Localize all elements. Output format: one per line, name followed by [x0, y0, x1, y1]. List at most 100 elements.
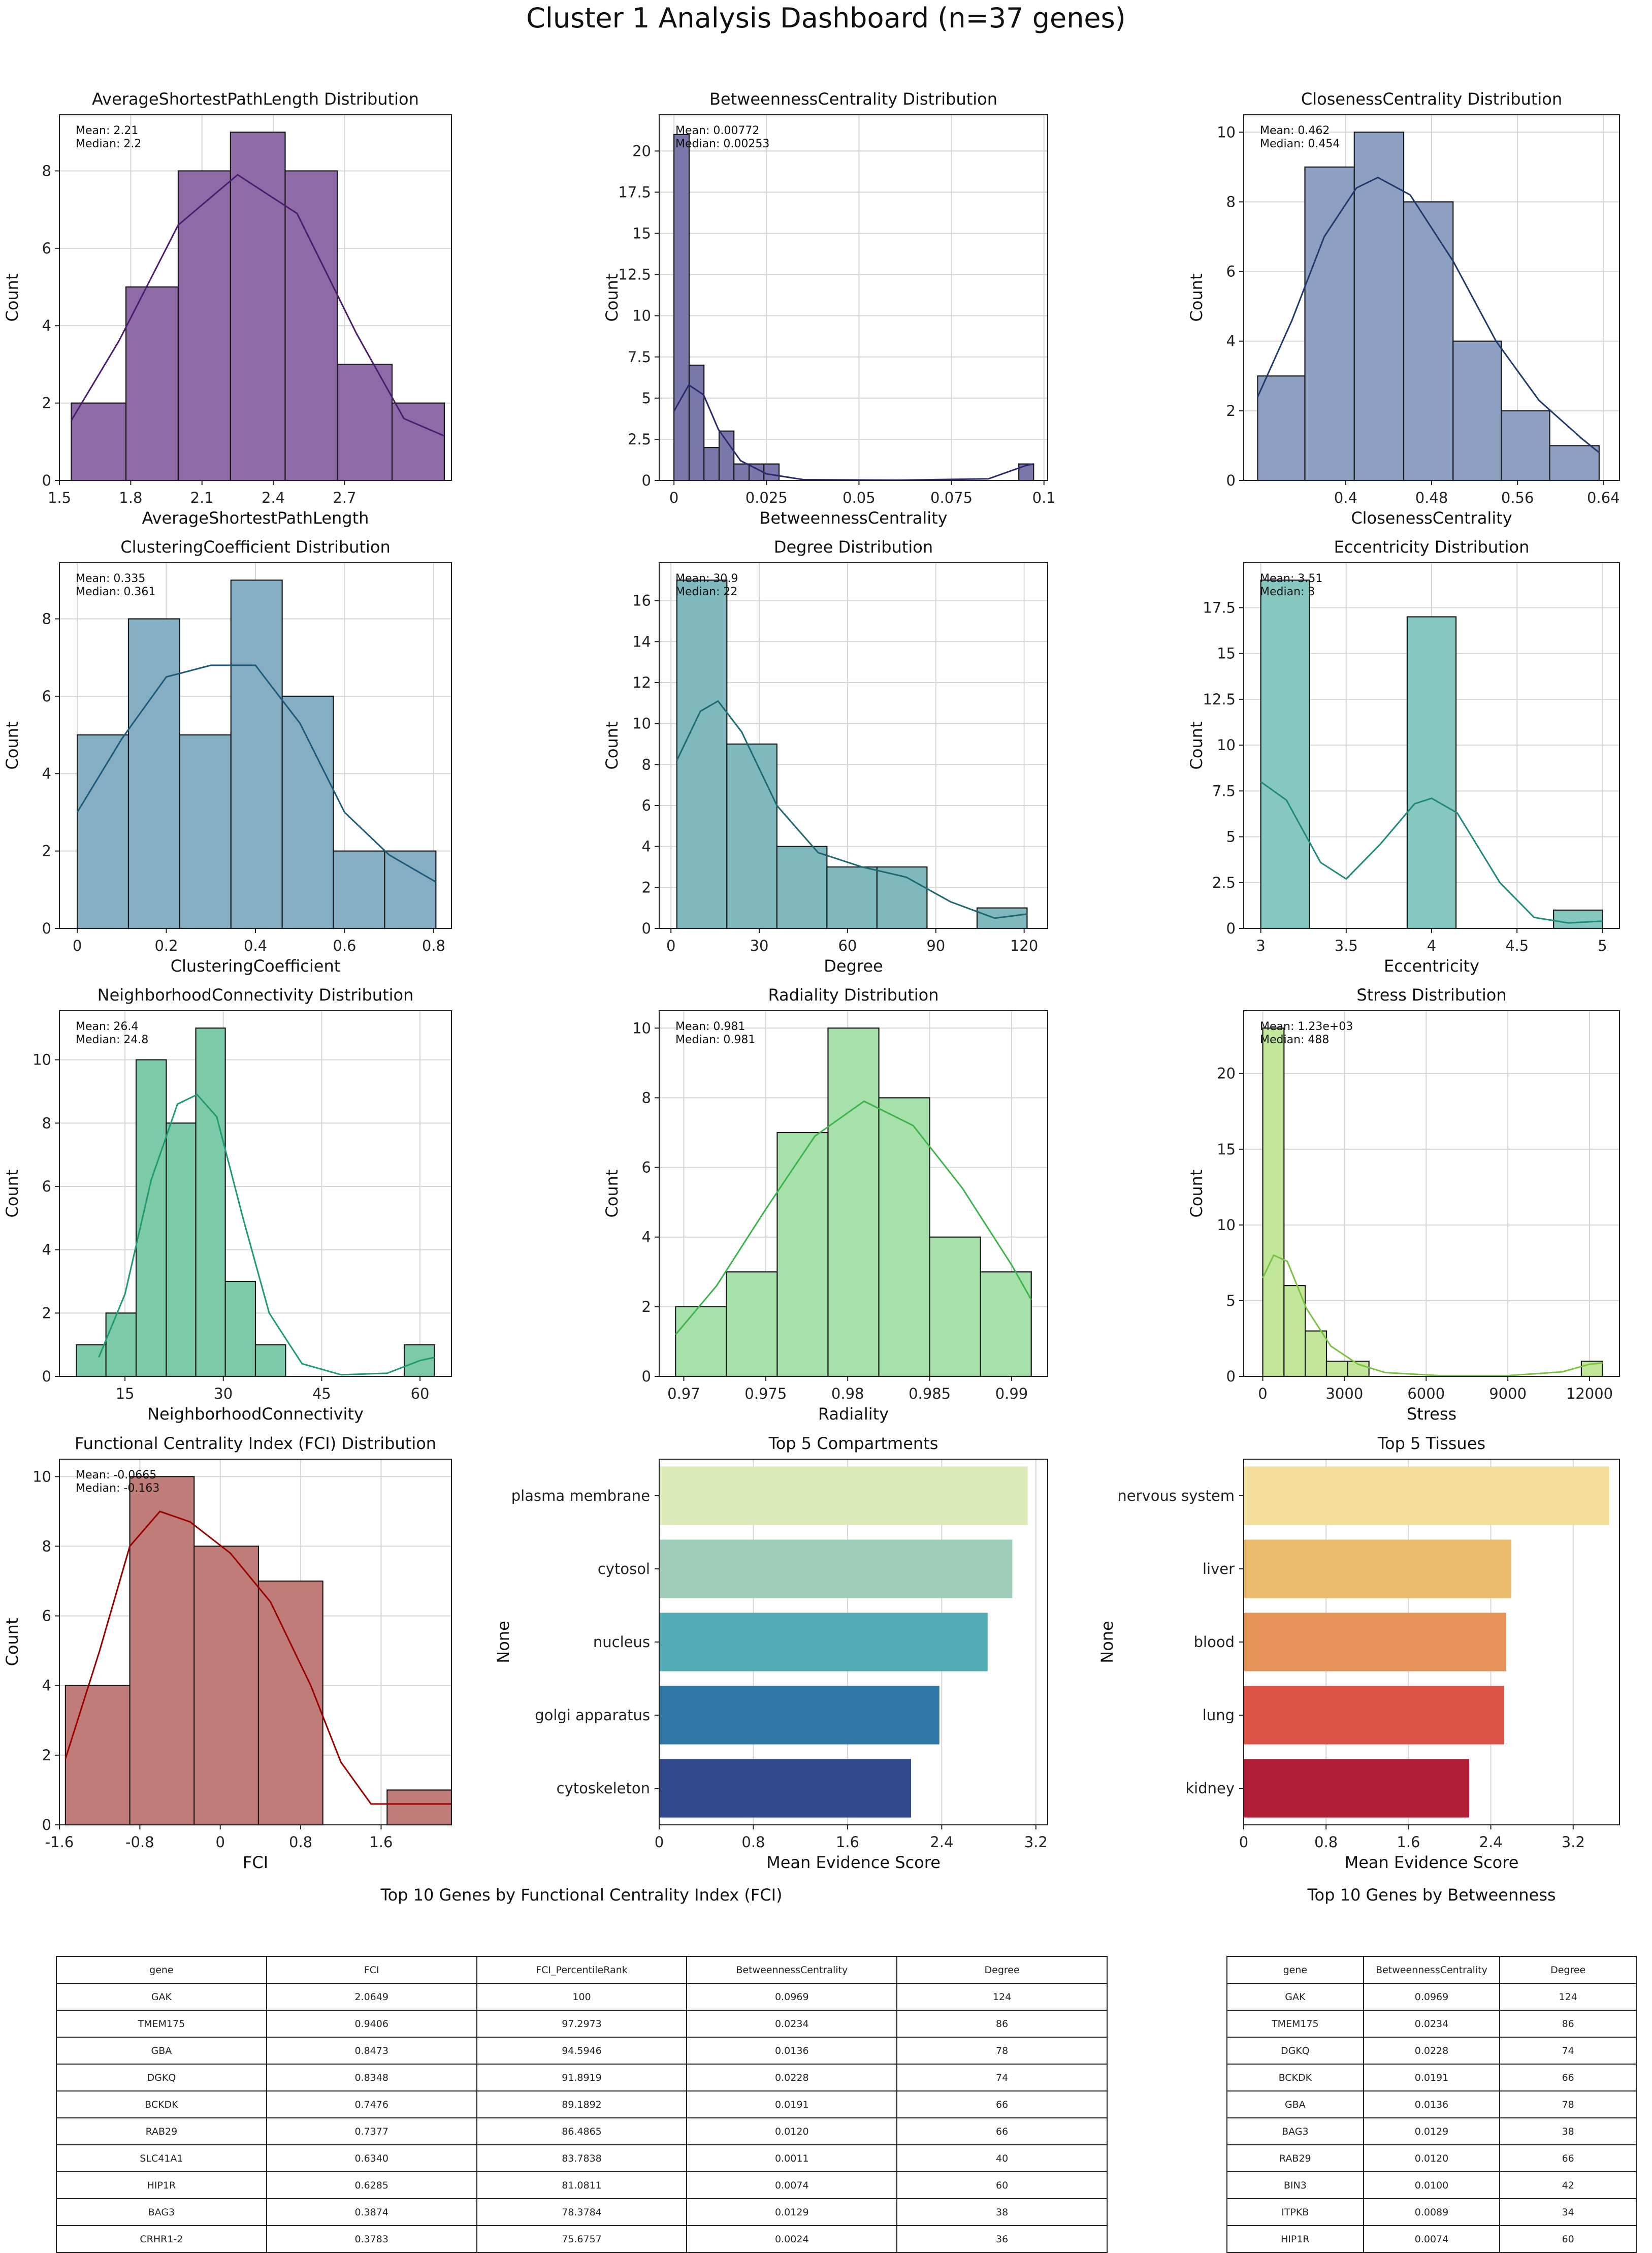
x-tick-label: 0.98	[831, 1385, 864, 1402]
x-tick-label: 0.8	[422, 937, 445, 954]
y-tick-label: 8	[642, 756, 651, 773]
histogram-bar	[195, 1027, 226, 1377]
x-tick-label: 3	[1256, 937, 1265, 954]
category-label: kidney	[1185, 1780, 1235, 1797]
histogram-bar	[676, 580, 728, 929]
histogram-bar	[166, 1122, 197, 1377]
y-axis-label: Count	[1187, 721, 1206, 769]
x-tick-label: 1.5	[48, 489, 71, 506]
histogram-bar	[826, 866, 878, 929]
table-cell: BAG3	[1226, 2117, 1364, 2145]
y-tick-label: 6	[42, 1607, 51, 1625]
chart-title: NeighborhoodConnectivity Distribution	[98, 985, 414, 1005]
table-cell: TMEM175	[1226, 2010, 1364, 2038]
mean-annotation: Mean: 0.00772	[675, 124, 759, 137]
betweenness-table-title: Top 10 Genes by Betweenness	[1307, 1885, 1556, 1905]
x-tick-label: 0.8	[741, 1833, 765, 1851]
y-tick-label: 4	[1226, 333, 1236, 350]
y-tick-label: 0	[1226, 1368, 1236, 1385]
x-tick-label: 3.2	[1024, 1833, 1048, 1851]
bar	[659, 1613, 988, 1671]
y-tick-label: 15	[1217, 1141, 1236, 1158]
x-tick-label: 0	[669, 489, 678, 506]
table-cell: 0.8473	[266, 2037, 477, 2065]
y-tick-label: 17.5	[618, 183, 651, 201]
mean-annotation: Mean: 2.21	[76, 124, 138, 137]
table-cell: 0.0969	[686, 1983, 898, 2011]
table-cell: SLC41A1	[56, 2144, 267, 2172]
x-axis-label: BetweennessCentrality	[759, 508, 947, 528]
table-cell: 34	[1499, 2198, 1637, 2226]
y-tick-label: 17.5	[1203, 599, 1236, 616]
y-tick-label: 5	[1226, 1292, 1236, 1309]
histogram-bar	[284, 170, 338, 481]
histogram-bar	[257, 1580, 323, 1826]
table-cell: 0.0074	[686, 2171, 898, 2199]
table-cell: 86	[1499, 2010, 1637, 2038]
mean-annotation: Mean: 0.981	[675, 1020, 745, 1033]
x-axis-label: Mean Evidence Score	[766, 1853, 941, 1872]
table-cell: 0.7377	[266, 2117, 477, 2145]
histogram-bar	[177, 170, 231, 481]
y-tick-label: 2.5	[628, 431, 651, 448]
table-cell: 0.0234	[1363, 2010, 1501, 2038]
table-cell: BCKDK	[56, 2090, 267, 2118]
category-label: blood	[1194, 1633, 1235, 1651]
table-cell: 2.0649	[266, 1983, 477, 2011]
y-tick-label: 10	[1217, 1216, 1236, 1234]
y-tick-label: 2	[642, 879, 651, 896]
histogram-bar	[980, 1271, 1032, 1377]
y-tick-label: 7.5	[1212, 782, 1236, 799]
x-tick-label: 0.64	[1587, 489, 1620, 506]
x-tick-label: 12000	[1566, 1385, 1613, 1402]
histogram-bar	[1283, 1285, 1306, 1377]
category-label: lung	[1203, 1707, 1235, 1724]
table-cell: 40	[896, 2144, 1108, 2172]
table-cell: GBA	[1226, 2090, 1364, 2118]
x-tick-label: 1.8	[119, 489, 142, 506]
y-axis-label: Count	[602, 721, 622, 769]
table-cell: BAG3	[56, 2198, 267, 2226]
y-tick-label: 10	[632, 1019, 651, 1037]
table-cell: 0.0024	[686, 2225, 898, 2253]
histogram-bar	[1553, 909, 1603, 929]
chart-title: ClosenessCentrality Distribution	[1301, 89, 1562, 109]
y-tick-label: 10	[33, 1468, 51, 1485]
axes-frame	[659, 1010, 1048, 1377]
table-cell: 0.0234	[686, 2010, 898, 2038]
y-tick-label: 0	[42, 1368, 51, 1385]
table-cell: 60	[1499, 2225, 1637, 2253]
y-axis-label: Count	[602, 1169, 622, 1217]
y-tick-label: 10	[1217, 736, 1236, 754]
x-tick-label: 0.1	[1032, 489, 1056, 506]
table-cell: DGKQ	[1226, 2037, 1364, 2065]
x-tick-label: 0.8	[1314, 1833, 1338, 1851]
x-tick-label: 0	[73, 937, 82, 954]
x-axis-label: ClosenessCentrality	[1351, 508, 1512, 528]
y-tick-label: 0	[42, 472, 51, 489]
closeness-histogram: 0.4 0.48 0.56 0.64 0 2 4 6 8 10 ClosenessCentralit…	[1187, 89, 1620, 528]
histogram-bar	[1549, 445, 1600, 481]
kde-line	[71, 174, 445, 437]
x-tick-label: 2.4	[262, 489, 285, 506]
axes-frame	[659, 114, 1048, 481]
x-axis-label: Degree	[824, 956, 883, 976]
table-cell: 94.5946	[476, 2037, 688, 2065]
eccentricity-histogram: 3 3.5 4 4.5 5 0 2.5 5 7.5 10 12.5 15 17.5 Eccentricit…	[1187, 537, 1620, 976]
histogram-bar	[726, 1271, 778, 1377]
table-cell: 74	[896, 2064, 1108, 2091]
x-tick-label: 0.56	[1501, 489, 1534, 506]
table-cell: HIP1R	[1226, 2225, 1364, 2253]
mean-annotation: Mean: 1.23e+03	[1260, 1020, 1353, 1033]
y-tick-label: 20	[632, 142, 651, 159]
x-axis-label: Radiality	[818, 1404, 889, 1424]
histogram-bar	[1403, 201, 1454, 481]
axes-frame	[1243, 1010, 1620, 1377]
table-row: BCKDK 0.0191 66	[1226, 2064, 1637, 2091]
table-cell: 0.0191	[1363, 2064, 1501, 2091]
table-cell: TMEM175	[56, 2010, 267, 2038]
histogram-bar	[718, 430, 735, 481]
category-label: golgi apparatus	[535, 1707, 650, 1724]
chart-title: Eccentricity Distribution	[1334, 537, 1530, 557]
table-cell: RAB29	[1226, 2144, 1364, 2172]
